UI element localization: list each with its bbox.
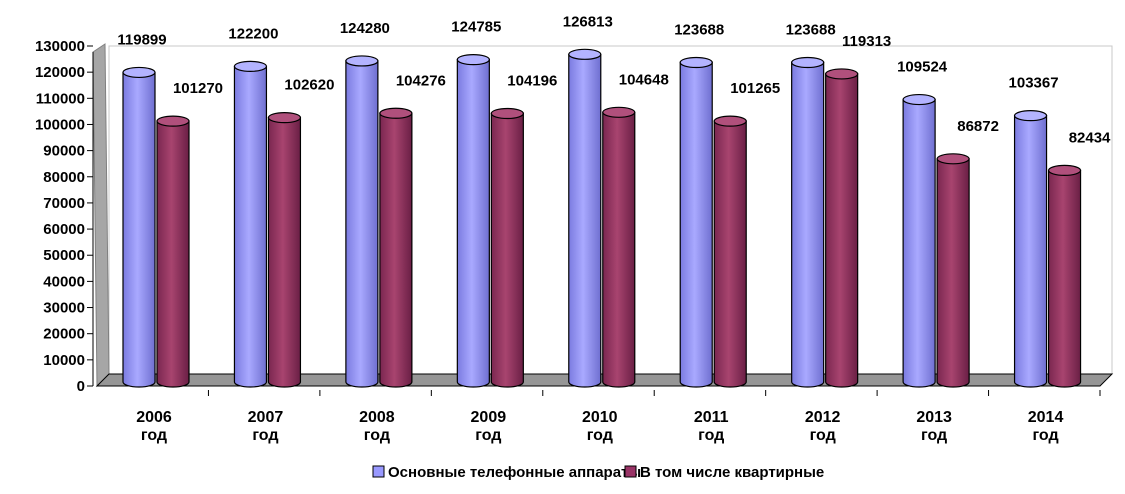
bar-apartment-2013	[936, 153, 970, 388]
bar-main-2010	[568, 48, 602, 388]
side-wall	[92, 43, 110, 388]
bar-apartment-2006	[156, 115, 190, 388]
bar-main-2008	[345, 55, 379, 388]
bar-apartment-2012	[825, 68, 859, 388]
data-label-main-2013: 109524	[897, 59, 948, 76]
y-tick-label: 50000	[43, 247, 85, 264]
data-label-main-2010: 126813	[563, 13, 613, 30]
bars	[122, 48, 1082, 388]
category-year-2008: 2008	[359, 409, 395, 426]
data-label-main-2011: 123688	[674, 22, 724, 39]
bar-main-2014	[1013, 110, 1048, 388]
x-axis-labels: 2006год2007год2008год2009год2010год2011г…	[136, 390, 1101, 444]
legend-label-1: В том числе квартирные	[640, 464, 824, 481]
data-labels: 119899 101270 122200 102620 124280 104276 1247…	[117, 13, 1111, 146]
data-label-apartment-2006: 101270	[173, 80, 223, 97]
data-label-apartment-2014: 82434	[1069, 129, 1111, 146]
y-tick-label: 90000	[43, 143, 85, 160]
data-label-main-2014: 103367	[1009, 75, 1059, 92]
y-tick-label: 110000	[36, 90, 85, 107]
bar-apartment-2008	[379, 107, 413, 388]
y-tick-label: 80000	[43, 169, 85, 186]
legend-swatch-1	[624, 465, 637, 478]
data-label-main-2009: 124785	[451, 19, 501, 36]
category-year-2014: 2014	[1028, 409, 1064, 426]
data-label-main-2006: 119899	[117, 31, 166, 48]
y-tick-label: 120000	[35, 64, 85, 81]
category-suffix-2014: год	[1032, 427, 1058, 444]
y-tick-label: 130000	[35, 38, 85, 55]
category-year-2012: 2012	[805, 409, 841, 426]
bar-apartment-2014	[1047, 164, 1082, 388]
bar-main-2011	[679, 56, 713, 388]
category-year-2013: 2013	[916, 409, 952, 426]
category-suffix-2011: год	[698, 427, 724, 444]
category-year-2007: 2007	[248, 409, 284, 426]
y-tick-label: 40000	[43, 273, 85, 290]
bar-main-2012	[791, 56, 825, 388]
bar-main-2007	[233, 60, 268, 388]
data-label-apartment-2012: 119313	[842, 33, 891, 50]
data-label-apartment-2013: 86872	[957, 118, 999, 135]
data-label-apartment-2007: 102620	[284, 77, 334, 94]
legend-swatch-0	[372, 465, 385, 478]
y-tick-label: 0	[77, 378, 85, 395]
y-axis: 0 10000 20000 30000 40000 50000 60000 70000 8000…	[35, 38, 94, 395]
y-tick-label: 30000	[43, 300, 85, 317]
bar-apartment-2010	[602, 106, 636, 388]
category-suffix-2009: год	[475, 427, 501, 444]
bar-apartment-2007	[267, 112, 302, 388]
category-year-2010: 2010	[582, 409, 618, 426]
data-label-main-2007: 122200	[228, 25, 278, 42]
category-year-2009: 2009	[471, 409, 507, 426]
bar-main-2009	[456, 54, 490, 388]
category-year-2011: 2011	[694, 409, 729, 426]
category-suffix-2013: год	[921, 427, 947, 444]
data-label-main-2008: 124280	[340, 20, 390, 37]
legend-label-0: Основные телефонные аппараты	[388, 464, 641, 481]
y-tick-label: 10000	[43, 352, 85, 369]
bar-main-2006	[122, 66, 156, 388]
category-suffix-2008: год	[364, 427, 390, 444]
category-year-2006: 2006	[136, 409, 172, 426]
y-tick-label: 70000	[43, 195, 85, 212]
category-suffix-2006: год	[141, 427, 167, 444]
category-suffix-2010: год	[587, 427, 613, 444]
bar-main-2013	[902, 93, 936, 388]
bar-apartment-2011	[713, 115, 747, 388]
category-suffix-2012: год	[810, 427, 836, 444]
bar-apartment-2009	[490, 107, 524, 388]
data-label-apartment-2009: 104196	[507, 72, 557, 89]
data-label-apartment-2008: 104276	[396, 72, 446, 89]
y-tick-label: 60000	[43, 221, 85, 238]
category-suffix-2007: год	[252, 427, 278, 444]
data-label-apartment-2011: 101265	[730, 80, 780, 97]
data-label-main-2012: 123688	[786, 22, 836, 39]
data-label-apartment-2010: 104648	[619, 71, 669, 88]
y-tick-label: 20000	[43, 326, 85, 343]
y-tick-label: 100000	[35, 116, 85, 133]
